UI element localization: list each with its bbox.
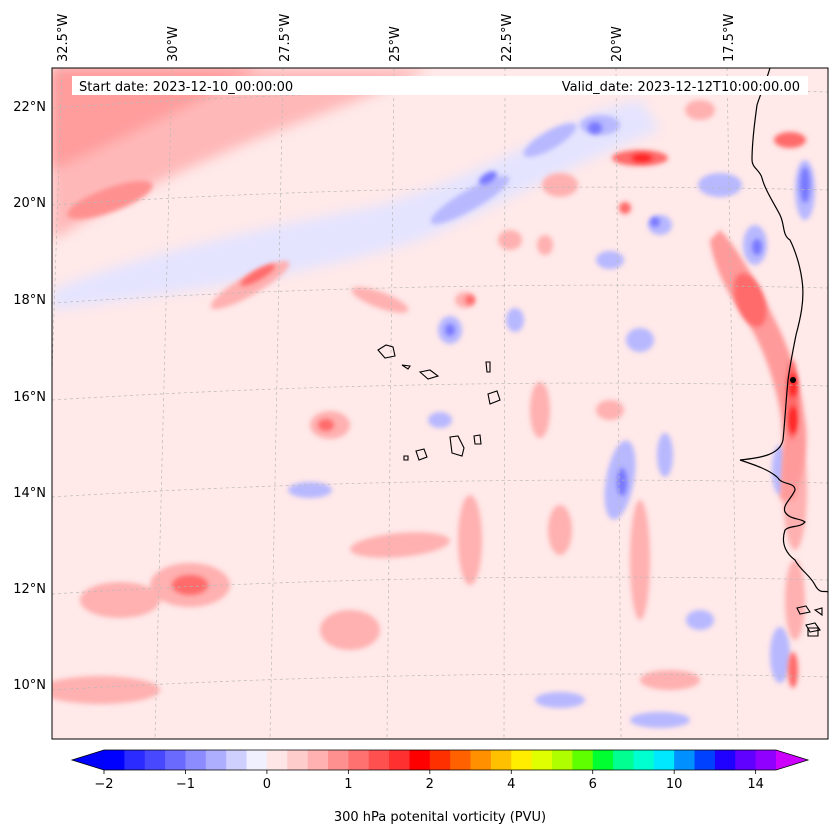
start-date-label: Start date: 2023-12-10_00:00:00 [79, 80, 293, 95]
lon-label-30w: 30°W [166, 26, 181, 62]
lon-label-22-5w: 22.5°W [500, 14, 515, 62]
islands [377, 344, 823, 637]
lon-label-20w: 20°W [610, 26, 625, 62]
colorbar-cell [246, 750, 268, 770]
island-sao-nicolau [418, 369, 440, 380]
lon-label-27-5w: 27.5°W [278, 14, 293, 62]
lon-labels: 32.5°W 30°W 27.5°W 25°W 22.5°W 20°W 17.5… [56, 14, 737, 62]
coastline [739, 68, 828, 593]
island-santo-antao [377, 344, 396, 359]
colorbar-cell [348, 750, 370, 770]
colorbar-cell [165, 750, 186, 770]
pv-field: Start date: 2023-12-10_00:00:00 Valid_da… [52, 68, 828, 739]
lat-label-12n: 12°N [13, 582, 46, 597]
colorbar-cell [531, 750, 553, 770]
colorbar-cells [104, 750, 777, 770]
colorbar-cell [674, 750, 696, 770]
colorbar-extension-right [776, 750, 808, 770]
colorbar-cell [633, 750, 655, 770]
lat-label-22n: 22°N [13, 100, 46, 115]
colorbar-cell [490, 750, 512, 770]
colorbar-cell [572, 750, 594, 770]
gridlines [52, 68, 828, 739]
field-blue-band [52, 100, 660, 310]
island-maio [473, 434, 482, 445]
colorbar-tick-label: −2 [94, 777, 113, 792]
lat-label-14n: 14°N [13, 486, 46, 501]
colorbar-cell [450, 750, 472, 770]
island-sal [485, 361, 491, 373]
colorbar-cell [694, 750, 716, 770]
colorbar-tick-label: 10 [666, 777, 683, 792]
field-nw-streak [67, 180, 153, 220]
colorbar-cell [653, 750, 675, 770]
colorbar-cell [124, 750, 146, 770]
field-max-dot [790, 377, 796, 383]
colorbar-cell [287, 750, 309, 770]
colorbar-cell [328, 750, 349, 770]
field-red-peaks [632, 154, 797, 434]
colorbar-cell [592, 750, 614, 770]
colorbar-tick-label: 1 [344, 777, 352, 792]
lat-labels: 22°N 20°N 18°N 16°N 14°N 12°N 10°N [13, 100, 46, 693]
colorbar-cell [104, 750, 125, 770]
colorbar-cell [266, 750, 288, 770]
field-blue-cells [288, 115, 815, 728]
field-coastal-band [710, 230, 807, 500]
colorbar-tick-label: 14 [747, 777, 764, 792]
colorbar: −2 −1 0 1 2 4 6 10 14 300 hPa potenital vorticit… [70, 749, 810, 825]
colorbar-cell [429, 750, 451, 770]
colorbar-cell [511, 750, 533, 770]
lon-label-17-5w: 17.5°W [722, 14, 737, 62]
colorbar-cell [735, 750, 757, 770]
lon-label-25w: 25°W [388, 26, 403, 62]
colorbar-tick-label: 2 [426, 777, 434, 792]
colorbar-cell [144, 750, 166, 770]
lat-label-20n: 20°N [13, 196, 46, 211]
colorbar-cell [205, 750, 227, 770]
island-fogo [415, 448, 428, 461]
colorbar-tick-label: 4 [507, 777, 515, 792]
colorbar-cell [368, 750, 390, 770]
field-blue-cores [445, 122, 810, 496]
info-box [72, 76, 808, 95]
colorbar-extension-left [72, 750, 104, 770]
lat-label-10n: 10°N [13, 678, 46, 693]
lon-label-32-5w: 32.5°W [56, 14, 71, 62]
colorbar-cell [389, 750, 410, 770]
colorbar-tick-label: −1 [176, 777, 195, 792]
lat-label-18n: 18°N [13, 293, 46, 308]
colorbar-cell [307, 750, 329, 770]
map-frame [51, 67, 829, 740]
island-boa-vista [487, 390, 501, 405]
island-santiago [449, 435, 465, 457]
colorbar-title: 300 hPa potenital vorticity (PVU) [334, 810, 546, 825]
colorbar-cell [552, 750, 573, 770]
lat-label-16n: 16°N [13, 390, 46, 405]
island-brava [403, 455, 409, 461]
colorbar-cell [185, 750, 207, 770]
colorbar-cell [470, 750, 492, 770]
colorbar-cell [226, 750, 248, 770]
colorbar-cell [613, 750, 634, 770]
colorbar-cell [755, 750, 777, 770]
colorbar-cell [409, 750, 431, 770]
valid-date-label: Valid_date: 2023-12-12T10:00:00.00 [562, 80, 800, 95]
colorbar-cell [714, 750, 736, 770]
colorbar-ticks: −2 −1 0 1 2 4 6 10 14 [94, 770, 764, 792]
colorbar-tick-label: 0 [263, 777, 271, 792]
colorbar-tick-label: 6 [589, 777, 597, 792]
